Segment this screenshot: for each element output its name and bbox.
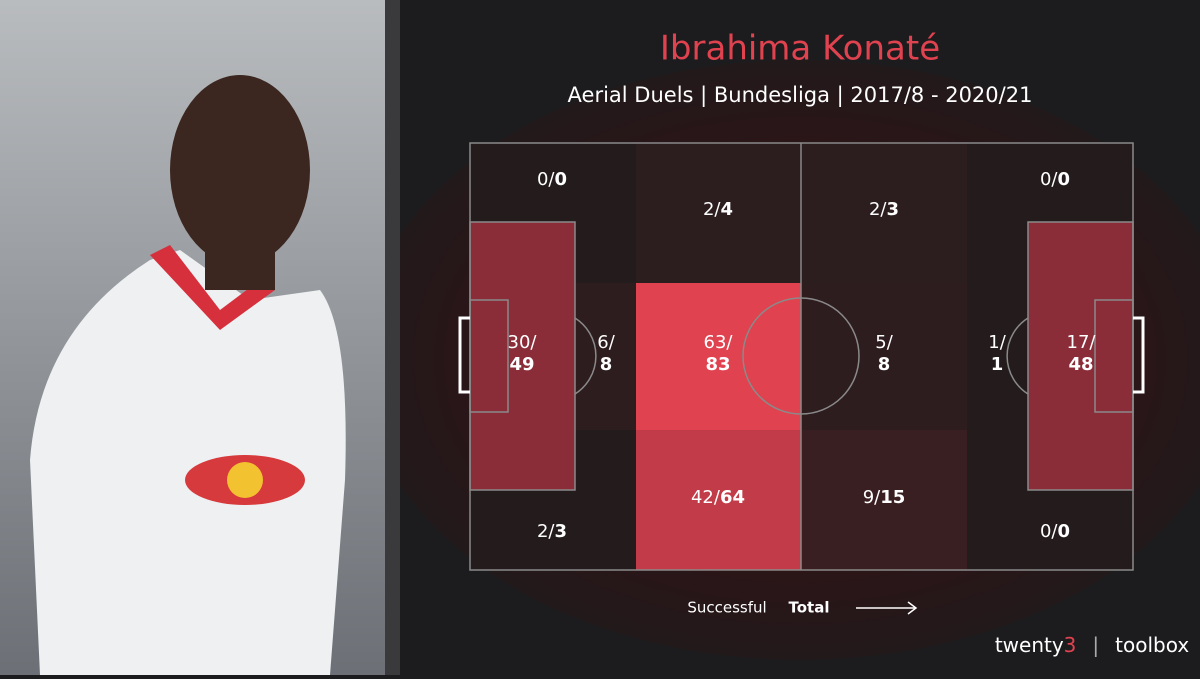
total: 3 [887,199,900,220]
pitch-zones [470,143,1133,570]
zone-label: 0/0 [537,169,567,190]
brand-product: toolbox [1115,633,1189,657]
successful: 9 [863,487,874,508]
zone-label: 5/8 [875,332,893,375]
successful: 1 [988,332,999,353]
divider-strip [385,0,400,675]
total: 0 [1058,521,1071,542]
successful: 2 [869,199,880,220]
zone [1028,222,1133,490]
zone-label: 2/3 [869,199,899,220]
legend-arrow [856,601,918,615]
zone-label: 42/64 [691,487,745,508]
successful: 5 [875,332,886,353]
total: 49 [509,354,534,375]
successful: 2 [537,521,548,542]
zone-label: 9/15 [863,487,906,508]
total: 3 [555,521,568,542]
successful: 6 [597,332,608,353]
total: 83 [705,354,730,375]
zone-label: 2/3 [537,521,567,542]
successful: 17 [1067,332,1090,353]
brand-divider: | [1092,633,1099,657]
successful: 0 [1040,169,1051,190]
separator: / [887,332,894,353]
legend-successful: Successful [687,599,766,617]
successful: 2 [703,199,714,220]
separator: / [726,332,733,353]
separator: / [874,487,881,508]
zone [801,430,967,570]
separator: / [1051,521,1058,542]
zone-label: 6/8 [597,332,615,375]
brand-name: twenty [995,633,1064,657]
zone [575,283,636,430]
total: 15 [880,487,905,508]
zone-label: 63/83 [704,332,734,375]
zone-label: 17/48 [1067,332,1097,375]
brand: twenty3 | toolbox [995,633,1190,657]
subtitle: Aerial Duels | Bundesliga | 2017/8 - 202… [568,83,1033,108]
successful: 63 [704,332,727,353]
zone-label: 2/4 [703,199,733,220]
successful: 0 [537,169,548,190]
zone [801,143,967,283]
separator: / [1089,332,1096,353]
separator: / [530,332,537,353]
separator: / [714,199,721,220]
total: 1 [991,354,1004,375]
zone-label: 30/49 [508,332,538,375]
zone [636,283,801,430]
zone [636,143,801,283]
zone [636,430,801,570]
total: 0 [1058,169,1071,190]
separator: / [714,487,721,508]
separator: / [880,199,887,220]
zone-label: 1/1 [988,332,1006,375]
zone [470,222,575,490]
total: 4 [721,199,734,220]
total: 8 [878,354,891,375]
brand-accent: 3 [1064,633,1077,657]
separator: / [548,521,555,542]
separator: / [609,332,616,353]
goals [458,316,1145,394]
legend-total: Total [789,599,830,617]
separator: / [548,169,555,190]
separator: / [1000,332,1007,353]
zone [801,283,967,430]
zone-label: 0/0 [1040,169,1070,190]
total: 0 [555,169,568,190]
total: 48 [1068,354,1093,375]
successful: 42 [691,487,714,508]
total: 8 [600,354,613,375]
title: Ibrahima Konaté [660,29,940,69]
zone-labels: 0/02/4 2/30/030/496/863/835/81/117/482/34… [508,169,1097,542]
separator: / [1051,169,1058,190]
total: 64 [720,487,745,508]
successful: 30 [508,332,531,353]
successful: 0 [1040,521,1051,542]
pitch-lines [469,142,1134,571]
photo [0,0,385,675]
zone [967,283,1028,430]
zone-label: 0/0 [1040,521,1070,542]
